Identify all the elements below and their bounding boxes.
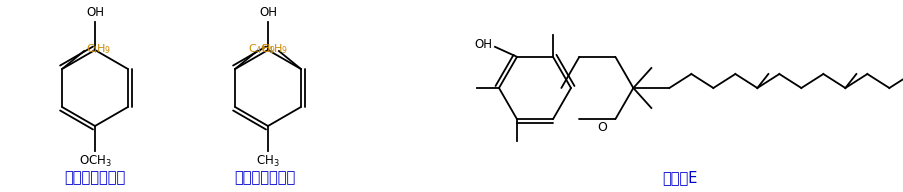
Text: 丁基羟基茌香醉: 丁基羟基茌香醉 [64, 170, 126, 185]
Text: C$_4$H$_9$: C$_4$H$_9$ [260, 42, 288, 56]
Text: $_4$H$_9$: $_4$H$_9$ [91, 42, 111, 56]
Text: C: C [86, 44, 94, 54]
Text: OCH$_3$: OCH$_3$ [79, 154, 111, 169]
Text: OH: OH [86, 6, 104, 19]
Text: O: O [597, 121, 607, 134]
Text: 维生素E: 维生素E [662, 170, 697, 185]
Text: OH: OH [259, 6, 276, 19]
Text: C$_4$H$_9$: C$_4$H$_9$ [247, 42, 275, 56]
Text: OH: OH [473, 38, 491, 51]
Text: CH$_3$: CH$_3$ [256, 154, 280, 169]
Text: 二丁基羟基甲苯: 二丁基羟基甲苯 [234, 170, 295, 185]
